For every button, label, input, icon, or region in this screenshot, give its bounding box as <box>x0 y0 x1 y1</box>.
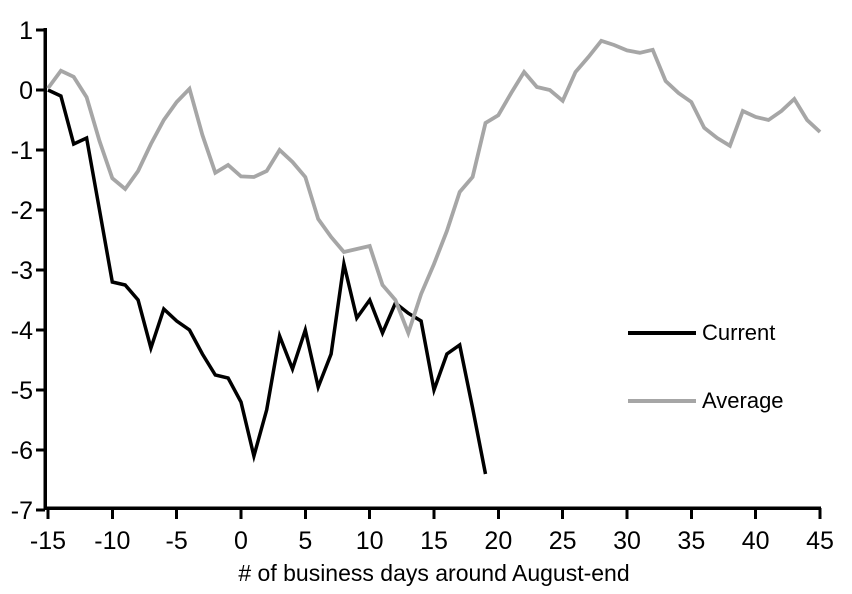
legend-label-current: Current <box>702 320 776 345</box>
y-tick-label: -1 <box>11 137 33 165</box>
legend-item-current: Current <box>628 318 775 348</box>
x-tick-label: 20 <box>484 527 512 555</box>
x-tick-label: 0 <box>234 527 248 555</box>
x-tick-label: 45 <box>806 527 834 555</box>
x-tick-label: 30 <box>613 527 641 555</box>
x-tick-label: 15 <box>420 527 448 555</box>
legend-label-average: Average <box>702 388 784 413</box>
x-tick-label: 5 <box>298 527 312 555</box>
y-tick-label: -5 <box>11 377 33 405</box>
x-tick-label: 40 <box>742 527 770 555</box>
x-axis-title: # of business days around August-end <box>238 560 630 586</box>
current-line <box>47 88 488 475</box>
y-tick-label: -6 <box>11 437 33 465</box>
legend-item-average: Average <box>628 386 784 416</box>
y-tick-label: -4 <box>11 317 33 345</box>
x-tick-label: 10 <box>356 527 384 555</box>
y-tick-label: 0 <box>19 77 33 105</box>
y-tick-label: -3 <box>11 257 33 285</box>
average-line <box>46 38 822 339</box>
x-tick-label: 35 <box>677 527 705 555</box>
average-line-swatch <box>628 399 696 403</box>
y-tick-label: 1 <box>19 17 33 45</box>
x-tick-label: 25 <box>549 527 577 555</box>
x-tick-label: -15 <box>30 527 66 555</box>
x-tick-label: -5 <box>166 527 188 555</box>
current-line-swatch <box>628 331 696 335</box>
y-tick-label: -7 <box>11 497 33 525</box>
x-tick-label: -10 <box>94 527 130 555</box>
y-tick-label: -2 <box>11 197 33 225</box>
